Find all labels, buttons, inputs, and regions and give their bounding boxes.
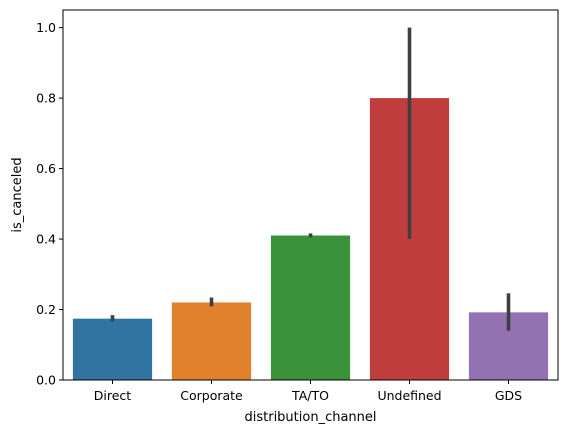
y-axis-label: is_canceled — [10, 157, 25, 232]
y-tick-label: 0.0 — [36, 373, 56, 388]
x-tick-label: Corporate — [180, 388, 243, 403]
error-bars-layer — [110, 27, 511, 331]
x-axis-label: distribution_channel — [244, 410, 376, 425]
x-tick-label: TA/TO — [291, 388, 329, 403]
y-tick-label: 0.8 — [36, 91, 56, 106]
bar-ta-to — [270, 235, 351, 380]
x-axis: Direct Corporate TA/TO Undefined GDS — [94, 380, 522, 403]
bar-corporate — [171, 302, 252, 380]
x-tick-label: Direct — [94, 388, 132, 403]
y-tick-label: 0.4 — [36, 232, 56, 247]
x-tick-label: GDS — [495, 388, 522, 403]
y-tick-label: 1.0 — [36, 20, 56, 35]
y-axis: 0.0 0.2 0.4 0.6 0.8 1.0 — [36, 20, 63, 388]
y-tick-label: 0.2 — [36, 302, 56, 317]
x-tick-label: Undefined — [377, 388, 441, 403]
bar-direct — [72, 318, 153, 380]
bars-layer — [72, 98, 549, 380]
y-tick-label: 0.6 — [36, 161, 56, 176]
